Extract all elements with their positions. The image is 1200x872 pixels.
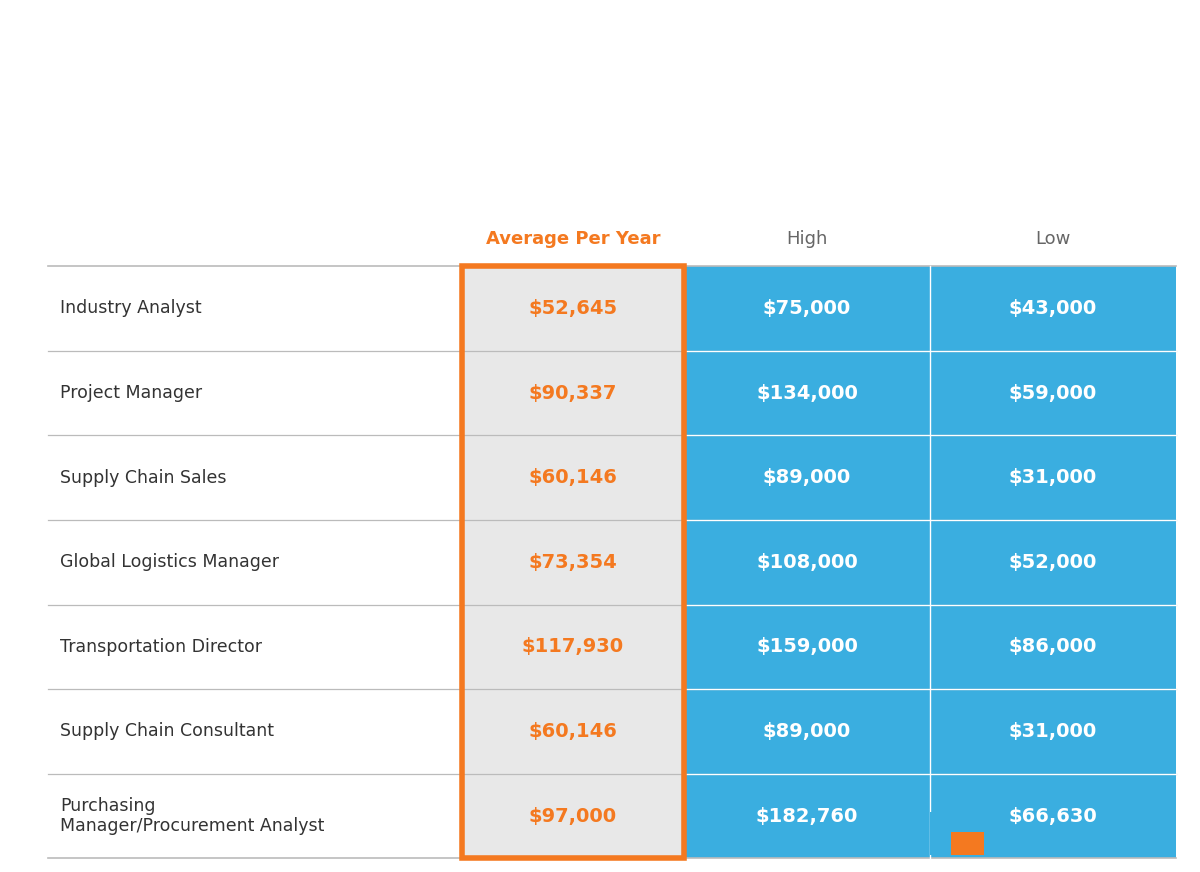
Text: $90,337: $90,337	[529, 384, 617, 403]
Text: $31,000: $31,000	[1009, 722, 1097, 741]
Bar	[462, 266, 684, 858]
Text: $43,000: $43,000	[1009, 299, 1097, 318]
Text: Supply Chain Sales: Supply Chain Sales	[60, 468, 227, 487]
Text: $75,000: $75,000	[763, 299, 851, 318]
Bar	[684, 266, 1176, 858]
Text: $182,760: $182,760	[756, 807, 858, 826]
Text: ™: ™	[1124, 821, 1134, 832]
Text: Salary Statistics: Salary Statistics	[344, 43, 856, 97]
Text: $60,146: $60,146	[528, 722, 618, 741]
Text: Average Per Year: Average Per Year	[486, 230, 660, 248]
Text: $59,000: $59,000	[1009, 384, 1097, 403]
Text: $89,000: $89,000	[763, 468, 851, 487]
Text: $134,000: $134,000	[756, 384, 858, 403]
Text: $31,000: $31,000	[1009, 468, 1097, 487]
Bar	[950, 832, 984, 855]
Text: $66,630: $66,630	[1009, 807, 1097, 826]
Text: $159,000: $159,000	[756, 637, 858, 657]
Text: Project Manager: Project Manager	[60, 384, 202, 402]
Text: $89,000: $89,000	[763, 722, 851, 741]
Text: High: High	[786, 230, 828, 248]
Text: Low: Low	[1036, 230, 1070, 248]
Bar	[462, 266, 684, 858]
Text: Supply Chain Consultant: Supply Chain Consultant	[60, 722, 274, 740]
Text: $117,930: $117,930	[522, 637, 624, 657]
Bar	[930, 813, 984, 855]
Text: $108,000: $108,000	[756, 553, 858, 572]
Text: $86,000: $86,000	[1009, 637, 1097, 657]
Text: $60,146: $60,146	[528, 468, 618, 487]
Text: Transportation Director: Transportation Director	[60, 637, 262, 656]
Text: For Each Role in Supply Chain Management: For Each Role in Supply Chain Management	[227, 132, 973, 160]
Text: $97,000: $97,000	[529, 807, 617, 826]
Text: PLANERGY: PLANERGY	[998, 824, 1122, 844]
Text: Global Logistics Manager: Global Logistics Manager	[60, 553, 278, 571]
Text: $52,645: $52,645	[528, 299, 618, 318]
Text: $52,000: $52,000	[1009, 553, 1097, 572]
Text: $73,354: $73,354	[529, 553, 617, 572]
Text: Purchasing
Manager/Procurement Analyst: Purchasing Manager/Procurement Analyst	[60, 797, 324, 835]
Text: Industry Analyst: Industry Analyst	[60, 299, 202, 317]
